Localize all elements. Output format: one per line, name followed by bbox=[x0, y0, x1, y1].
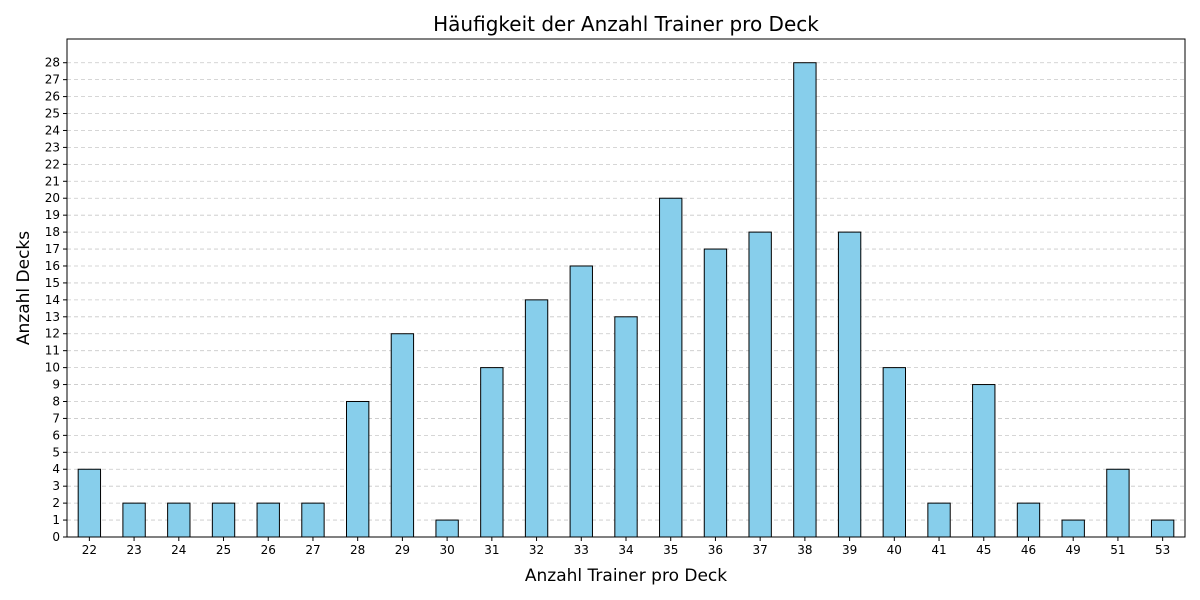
y-tick-label: 21 bbox=[45, 174, 60, 188]
y-tick-label: 12 bbox=[45, 327, 60, 341]
y-tick-label: 20 bbox=[45, 191, 60, 205]
bar-39 bbox=[837, 231, 862, 538]
x-tick-label: 24 bbox=[171, 543, 186, 557]
y-tick-label: 4 bbox=[52, 462, 60, 476]
y-axis-label: Anzahl Decks bbox=[14, 231, 34, 345]
bar-41 bbox=[927, 502, 951, 538]
bar-22 bbox=[77, 468, 102, 538]
x-tick-label: 31 bbox=[484, 543, 499, 557]
x-tick-label: 32 bbox=[529, 543, 544, 557]
y-tick-label: 9 bbox=[52, 378, 60, 392]
y-tick-label: 11 bbox=[45, 344, 60, 358]
x-tick-label: 49 bbox=[1066, 543, 1081, 557]
y-tick-label: 16 bbox=[45, 259, 60, 273]
y-tick-label: 27 bbox=[45, 73, 60, 87]
bar-32 bbox=[524, 299, 549, 538]
bar-51 bbox=[1106, 468, 1130, 538]
x-tick-label: 33 bbox=[574, 543, 589, 557]
bar-26 bbox=[256, 502, 280, 538]
y-tick-label: 7 bbox=[52, 411, 60, 425]
y-tick-label: 6 bbox=[52, 428, 60, 442]
bar-33 bbox=[569, 265, 593, 538]
y-tick-label: 17 bbox=[45, 242, 60, 256]
bar-27 bbox=[301, 502, 325, 538]
bar-37 bbox=[748, 231, 772, 538]
x-tick-label: 39 bbox=[842, 543, 857, 557]
bar-31 bbox=[480, 367, 504, 538]
y-tick-label: 1 bbox=[52, 513, 60, 527]
bar-24 bbox=[167, 502, 191, 538]
x-tick-label: 38 bbox=[797, 543, 812, 557]
y-tick-label: 14 bbox=[45, 293, 60, 307]
x-axis-label: Anzahl Trainer pro Deck bbox=[525, 566, 727, 586]
y-tick-label: 15 bbox=[45, 276, 60, 290]
bar-46 bbox=[1016, 502, 1041, 538]
x-tick-label: 35 bbox=[663, 543, 678, 557]
y-tick-label: 25 bbox=[45, 107, 60, 121]
bars bbox=[77, 62, 1175, 538]
bar-29 bbox=[390, 333, 415, 538]
x-tick-label: 25 bbox=[216, 543, 231, 557]
x-tick-label: 41 bbox=[931, 543, 946, 557]
y-tick-label: 13 bbox=[45, 310, 60, 324]
bar-38 bbox=[793, 62, 817, 538]
y-axis-ticks: 0123456789101112131415161718192021222324… bbox=[45, 56, 67, 544]
bar-40 bbox=[882, 367, 907, 538]
y-tick-label: 3 bbox=[52, 479, 60, 493]
y-tick-label: 19 bbox=[45, 208, 60, 222]
y-tick-label: 23 bbox=[45, 140, 60, 154]
x-tick-label: 30 bbox=[439, 543, 454, 557]
y-tick-label: 8 bbox=[52, 394, 60, 408]
y-tick-label: 24 bbox=[45, 123, 60, 137]
y-tick-label: 2 bbox=[52, 496, 60, 510]
bar-45 bbox=[972, 384, 996, 538]
bar-36 bbox=[703, 248, 728, 538]
x-tick-label: 29 bbox=[395, 543, 410, 557]
bar-34 bbox=[614, 316, 638, 538]
y-tick-label: 22 bbox=[45, 157, 60, 171]
x-tick-label: 23 bbox=[126, 543, 141, 557]
x-tick-label: 22 bbox=[82, 543, 97, 557]
x-tick-label: 37 bbox=[753, 543, 768, 557]
x-tick-label: 53 bbox=[1155, 543, 1170, 557]
bar-25 bbox=[211, 502, 236, 538]
x-tick-label: 34 bbox=[618, 543, 633, 557]
bar-23 bbox=[122, 502, 146, 538]
x-tick-label: 36 bbox=[708, 543, 723, 557]
y-tick-label: 18 bbox=[45, 225, 60, 239]
x-tick-label: 26 bbox=[261, 543, 276, 557]
x-tick-label: 51 bbox=[1110, 543, 1125, 557]
y-tick-label: 0 bbox=[52, 530, 60, 544]
chart-title: Häufigkeit der Anzahl Trainer pro Deck bbox=[433, 12, 819, 36]
y-tick-label: 10 bbox=[45, 361, 60, 375]
y-tick-label: 5 bbox=[52, 445, 60, 459]
bar-28 bbox=[346, 400, 370, 538]
bar-35 bbox=[659, 197, 683, 538]
bar-53 bbox=[1150, 519, 1175, 538]
y-tick-label: 28 bbox=[45, 56, 60, 70]
bar-49 bbox=[1061, 519, 1085, 538]
bar-30 bbox=[435, 519, 459, 538]
x-axis-ticks: 22 23 24 25 26 27 28 29 30 31 32 33 34 35 36 37 38 39 40 41… bbox=[82, 537, 1170, 557]
x-tick-label: 28 bbox=[350, 543, 365, 557]
grid-lines bbox=[67, 62, 1185, 538]
y-tick-label: 26 bbox=[45, 90, 60, 104]
x-tick-label: 45 bbox=[976, 543, 991, 557]
x-tick-label: 27 bbox=[305, 543, 320, 557]
x-tick-label: 46 bbox=[1021, 543, 1036, 557]
x-tick-label: 40 bbox=[887, 543, 902, 557]
